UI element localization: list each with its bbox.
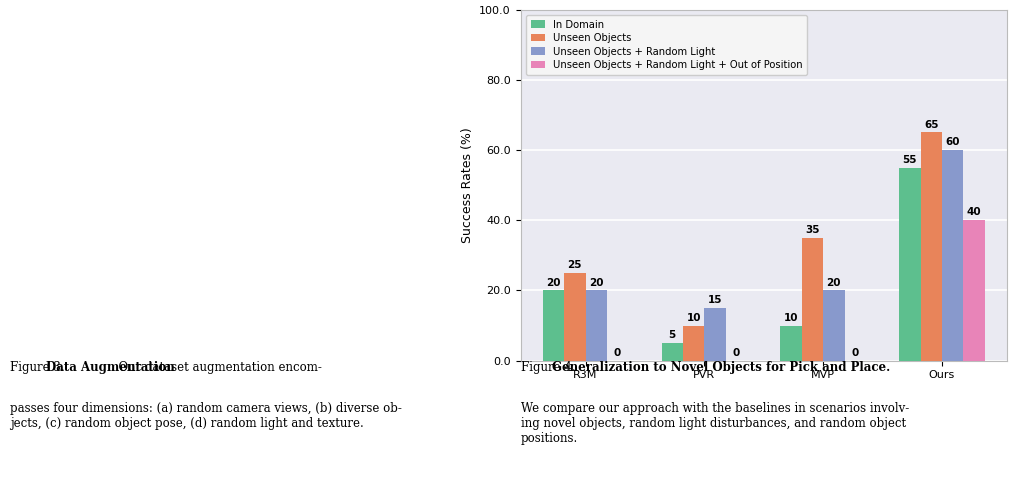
Legend: In Domain, Unseen Objects, Unseen Objects + Random Light, Unseen Objects + Rando: In Domain, Unseen Objects, Unseen Object… [526,14,807,75]
Text: 65: 65 [924,120,939,130]
Bar [801,238,823,360]
Text: Data Augmentation: Data Augmentation [46,360,174,374]
Text: 40: 40 [967,207,981,217]
Bar [899,168,920,360]
Bar [780,325,801,360]
Bar [823,290,844,360]
Text: 20: 20 [827,277,841,288]
Bar [564,273,586,360]
Bar [705,308,726,360]
Bar [683,325,705,360]
Bar [942,150,963,360]
Text: 0: 0 [851,348,858,358]
Text: . Our dataset augmentation encom-: . Our dataset augmentation encom- [111,360,322,374]
Text: 35: 35 [805,225,820,235]
Bar [963,220,984,360]
Text: Figure 4.: Figure 4. [521,360,583,374]
Text: 20: 20 [589,277,603,288]
Y-axis label: Success Rates (%): Success Rates (%) [461,127,474,243]
Text: Generalization to Novel Objects for Pick and Place.: Generalization to Novel Objects for Pick… [552,360,891,374]
Bar [662,343,683,360]
Bar [920,132,942,360]
Text: 20: 20 [546,277,560,288]
Text: 10: 10 [686,313,701,323]
Bar [543,290,564,360]
Text: 15: 15 [708,295,722,305]
Text: 0: 0 [733,348,740,358]
Text: 5: 5 [668,330,676,340]
Text: We compare our approach with the baselines in scenarios involv-
ing novel object: We compare our approach with the baselin… [521,402,909,445]
Text: 25: 25 [567,260,582,270]
Text: 10: 10 [784,313,798,323]
Text: 0: 0 [614,348,621,358]
Bar [586,290,607,360]
Text: 55: 55 [903,155,917,165]
Text: passes four dimensions: (a) random camera views, (b) diverse ob-
jects, (c) rand: passes four dimensions: (a) random camer… [10,402,402,431]
Text: 60: 60 [946,137,960,147]
Text: Figure 3.: Figure 3. [10,360,72,374]
